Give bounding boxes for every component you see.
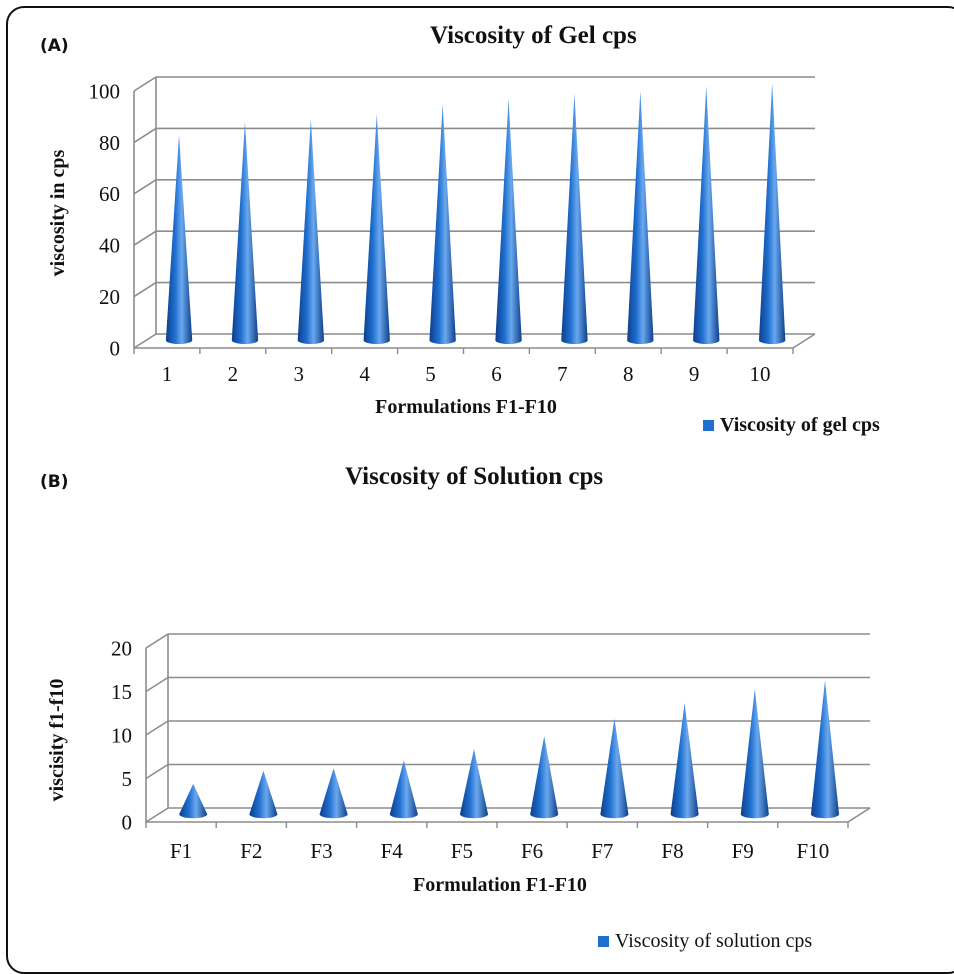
y-tick-label: 0	[110, 336, 121, 360]
cone-bar	[231, 121, 259, 344]
cone-bar	[363, 114, 390, 344]
y-tick-label: 0	[122, 810, 133, 834]
x-tick-label: 5	[425, 362, 436, 386]
y-tick-label: 60	[99, 182, 120, 206]
cone-bar	[561, 93, 588, 344]
legend-swatch-b	[598, 936, 609, 947]
x-tick-label: 9	[689, 362, 700, 386]
cone-bar	[389, 760, 418, 819]
y-tick-label: 20	[99, 285, 120, 309]
x-tick-label: 7	[557, 362, 568, 386]
x-tick-label: F9	[732, 839, 754, 863]
cone-bar	[165, 134, 193, 344]
x-axis-title: Formulations F1-F10	[375, 396, 557, 418]
legend-label-b: Viscosity of solution cps	[615, 930, 813, 952]
y-axis-title: viscosity in cps	[47, 149, 69, 276]
grid-side-line	[145, 720, 169, 736]
floor-edge	[847, 807, 871, 823]
cone-bar	[495, 98, 522, 344]
grid-side-line	[145, 676, 169, 693]
cone-bar	[670, 702, 699, 819]
chart-title-b: Viscosity of Solution cps	[345, 463, 604, 490]
legend-label-a: Viscosity of gel cps	[720, 414, 880, 436]
x-tick-label: F4	[381, 839, 404, 863]
cone-bar	[249, 770, 278, 819]
x-tick-label: 2	[228, 362, 239, 386]
chart-a: 0 20 40 60 80 100 1 2 3 4 5 6 7 8 9 10 Formulations F1-F…	[47, 76, 816, 418]
x-tick-label: F10	[797, 839, 830, 863]
x-tick-label: 4	[359, 362, 370, 386]
y-tick-label: 10	[111, 723, 132, 747]
x-tick-label: F7	[591, 839, 613, 863]
x-tick-label: F1	[170, 839, 192, 863]
cone-bar	[429, 103, 456, 344]
cone-bar	[600, 718, 629, 819]
cone-bar	[319, 768, 348, 819]
legend-a: Viscosity of gel cps	[703, 414, 880, 437]
y-tick-label: 80	[99, 131, 120, 155]
cone-bar	[810, 680, 840, 819]
floor-edge	[792, 333, 816, 349]
cone-bar	[179, 783, 208, 819]
x-tick-label: F8	[661, 839, 683, 863]
grid-side-line	[133, 76, 157, 92]
panel-label-a: (A)	[40, 36, 69, 56]
y-tick-label: 20	[111, 636, 132, 660]
cone-bar	[758, 83, 786, 344]
grid-side-line	[145, 633, 169, 649]
y-axis-title: viscisity f1-f10	[46, 679, 68, 802]
y-tick-label: 100	[89, 79, 121, 103]
grid-side-line	[133, 127, 157, 144]
x-tick-label: F3	[310, 839, 332, 863]
panel-label-b: (B)	[40, 472, 69, 492]
x-tick-label: 6	[491, 362, 502, 386]
grid-side-line	[133, 179, 157, 195]
cone-bar	[459, 749, 489, 819]
cone-bar	[740, 689, 769, 819]
cone-bar	[627, 91, 654, 344]
x-tick-label: 8	[623, 362, 634, 386]
grid-side-line	[145, 807, 169, 823]
cone-bar	[297, 119, 325, 344]
grid-side-line	[133, 333, 157, 349]
legend-swatch-a	[703, 420, 714, 431]
x-axis-title: Formulation F1-F10	[413, 874, 587, 896]
cone-bar	[530, 736, 559, 819]
cone-bar	[693, 85, 720, 344]
grid-side-line	[133, 230, 157, 246]
x-tick-label: 1	[162, 362, 173, 386]
y-tick-label: 5	[122, 767, 133, 791]
x-tick-label: F2	[240, 839, 262, 863]
y-tick-label: 15	[111, 680, 132, 704]
chart-title-a: Viscosity of Gel cps	[430, 22, 637, 49]
x-tick-label: 3	[294, 362, 305, 386]
x-tick-label: F5	[451, 839, 473, 863]
x-tick-label: F6	[521, 839, 543, 863]
grid-side-line	[133, 281, 157, 298]
legend-b: Viscosity of solution cps	[598, 930, 812, 953]
grid-side-line	[145, 763, 169, 780]
y-tick-label: 40	[99, 234, 120, 258]
x-tick-label: 10	[750, 362, 771, 386]
